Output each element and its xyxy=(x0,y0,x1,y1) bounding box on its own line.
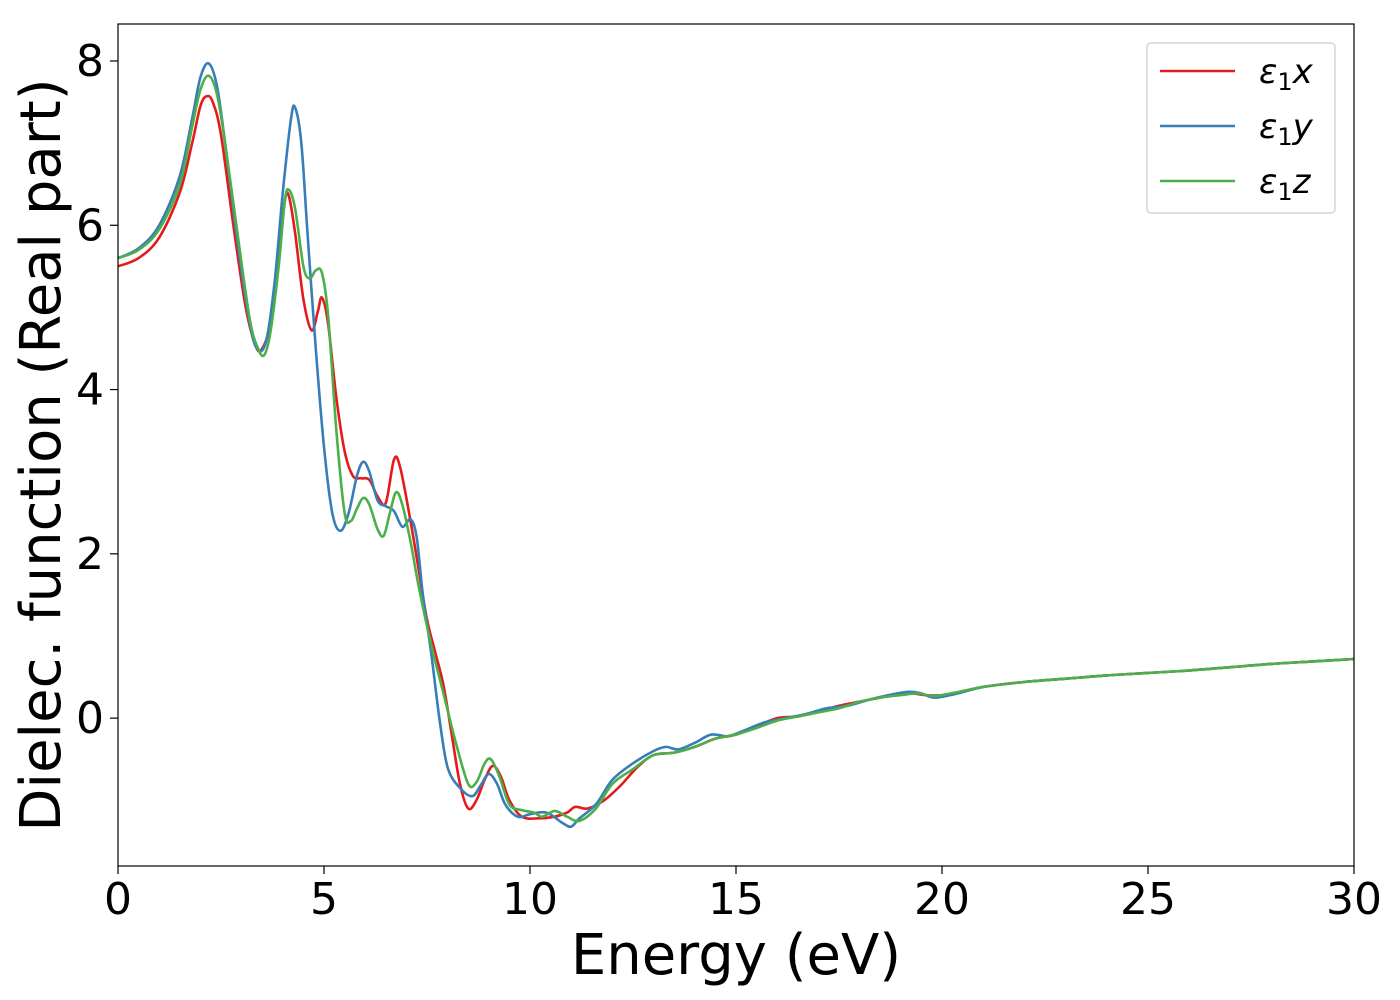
y-axis-title: Dielec. function (Real part) xyxy=(9,78,74,831)
legend-label-y: ε1y xyxy=(1259,107,1314,151)
legend: ε1x ε1y ε1z xyxy=(1146,42,1336,214)
y-tick-label: 4 xyxy=(76,365,104,416)
x-tick-label: 30 xyxy=(1326,874,1382,925)
series-line-z xyxy=(117,74,1355,823)
series-line-y xyxy=(117,61,1355,829)
x-tick-label: 15 xyxy=(708,874,764,925)
x-tick-label: 0 xyxy=(104,874,132,925)
x-tick-label: 20 xyxy=(914,874,970,925)
y-tick-label: 2 xyxy=(76,529,104,580)
x-tick-label: 10 xyxy=(502,874,558,925)
y-tick-label: 0 xyxy=(76,693,104,744)
series-layer xyxy=(117,61,1355,829)
y-axis-ticks: 0 2 4 6 8 xyxy=(76,36,118,744)
x-tick-label: 25 xyxy=(1120,874,1176,925)
y-tick-label: 8 xyxy=(76,36,104,87)
legend-label-x: ε1x xyxy=(1259,52,1314,96)
x-tick-label: 5 xyxy=(310,874,338,925)
x-axis-ticks: 0 5 10 15 20 25 30 xyxy=(104,866,1382,925)
legend-label-z: ε1z xyxy=(1259,162,1312,206)
legend-box xyxy=(1146,42,1336,214)
x-axis-title: Energy (eV) xyxy=(571,923,901,988)
y-tick-label: 6 xyxy=(76,200,104,251)
